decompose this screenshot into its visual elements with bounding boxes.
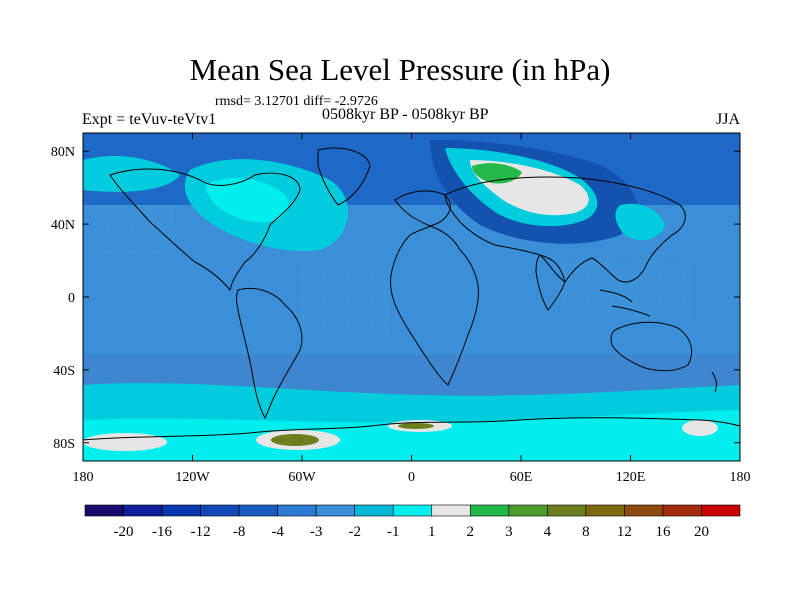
colorbar-swatch — [585, 504, 625, 517]
colorbar-swatch — [624, 504, 664, 517]
colorbar-swatch — [392, 504, 433, 517]
stats-label: rmsd= 3.12701 diff= -2.9726 — [215, 94, 378, 109]
north-pacific-band — [83, 155, 180, 192]
antarctic-neutral-ross — [682, 420, 718, 436]
x-tick-label: 180 — [730, 470, 751, 485]
colorbar-swatch — [662, 504, 702, 517]
colorbar-swatch — [701, 504, 741, 517]
period-subtitle: 0508kyr BP - 0508kyr BP — [322, 106, 489, 123]
north-atlantic-light — [205, 177, 289, 223]
antarctic-positive-east — [398, 423, 434, 429]
arctic-band — [83, 133, 740, 205]
colorbar-swatch — [238, 504, 278, 517]
colorbar-label: -16 — [152, 524, 172, 540]
season-label: JJA — [716, 111, 741, 128]
colorbar-label: 8 — [582, 524, 590, 540]
colorbar-label: -12 — [191, 524, 211, 540]
y-tick-label: 40N — [51, 218, 75, 233]
x-tick-label: 120W — [175, 470, 210, 485]
east-asia-light — [615, 203, 665, 241]
colorbar: -20 -16 -12 -8 -4 -3 -2 -1 1 2 3 4 8 12 16 20 — [84, 504, 741, 540]
colorbar-label: -8 — [233, 524, 246, 540]
y-tick-label: 40S — [53, 364, 75, 379]
colorbar-swatch — [315, 504, 356, 517]
colorbar-label: 20 — [694, 524, 709, 540]
x-tick-label: 60W — [288, 470, 316, 485]
antarctic-positive-weddell — [271, 434, 319, 446]
colorbar-label: -2 — [348, 524, 361, 540]
colorbar-label: -20 — [114, 524, 134, 540]
colorbar-label: 4 — [544, 524, 552, 540]
colorbar-label: -4 — [271, 524, 284, 540]
hatch-pacific — [95, 205, 175, 255]
colorbar-swatch — [469, 504, 510, 517]
coastlines — [83, 147, 740, 441]
experiment-label: Expt = teVuv-teVtv1 — [82, 111, 217, 128]
colorbar-label: 1 — [428, 524, 436, 540]
colorbar-swatch — [200, 504, 240, 517]
colorbar-label: 12 — [617, 524, 632, 540]
colorbar-label: 3 — [505, 524, 513, 540]
hatch-atlantic — [300, 265, 390, 335]
colorbar-swatch — [123, 504, 163, 517]
antarctic-near-zero — [83, 410, 740, 461]
antarctic-neutral-west — [83, 433, 167, 451]
x-tick-label: 120E — [616, 470, 646, 485]
colorbar-label: -3 — [310, 524, 323, 540]
chart-title: Mean Sea Level Pressure (in hPa) — [189, 52, 611, 87]
y-axis: 80N 40N 0 40S 80S — [51, 145, 740, 452]
colorbar-swatch — [277, 504, 317, 517]
y-tick-label: 0 — [68, 291, 75, 306]
colorbar-swatch — [547, 504, 587, 517]
hatch-indo-pacific — [560, 260, 690, 320]
x-tick-label: 0 — [408, 470, 415, 485]
map-panel — [83, 133, 740, 461]
colorbar-swatch — [84, 504, 124, 517]
colorbar-swatch — [161, 504, 201, 517]
colorbar-swatch — [431, 504, 471, 517]
x-tick-label: 60E — [510, 470, 533, 485]
colorbar-label: -1 — [387, 524, 400, 540]
x-tick-label: 180 — [73, 470, 94, 485]
colorbar-swatch — [354, 504, 394, 517]
colorbar-swatch — [508, 504, 548, 517]
colorbar-label: 16 — [655, 524, 671, 540]
colorbar-label: 2 — [467, 524, 475, 540]
x-axis: 180 120W 60W 0 60E 120E 180 — [73, 133, 751, 485]
y-tick-label: 80N — [51, 145, 75, 160]
y-tick-label: 80S — [53, 437, 75, 452]
